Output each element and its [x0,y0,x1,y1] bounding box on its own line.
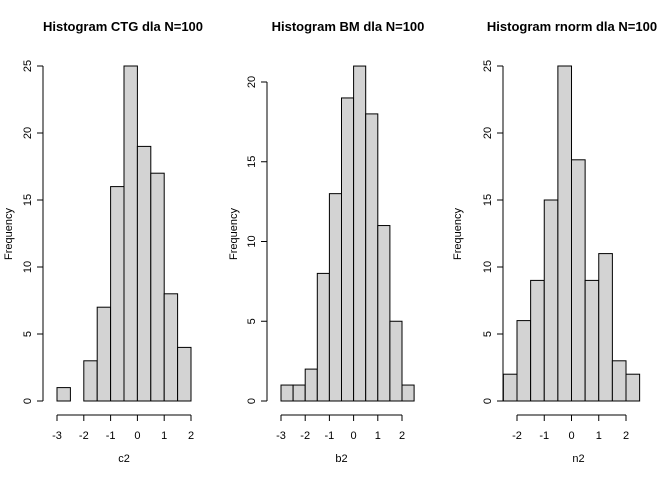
histogram-bar [341,97,355,402]
histogram-bar [598,253,613,402]
y-tick-label: 10 [22,261,34,273]
chart-panel-1: Histogram CTG dla N=1000510152025Frequen… [3,19,203,465]
y-axis-label: Frequency [3,208,15,260]
histogram-bar [83,360,98,402]
histogram-bar [557,65,573,402]
y-tick-label: 0 [482,398,494,404]
x-tick-label: -3 [276,430,286,442]
histogram-bar [150,172,165,402]
x-tick-label: 0 [351,430,357,442]
histogram-bar [377,225,391,402]
histogram-bar [163,293,179,402]
x-tick-label: -2 [300,430,310,442]
x-axis-label: c2 [118,453,130,465]
histogram-bar [304,368,318,402]
chart-title: Histogram BM dla N=100 [272,19,425,34]
y-tick-label: 15 [22,194,34,206]
histogram-bar [177,346,192,402]
y-tick-label: 5 [482,331,494,337]
histogram-bar [292,384,306,402]
x-tick-label: -2 [512,430,522,442]
y-tick-label: 25 [22,60,34,72]
x-tick-label: 0 [134,430,140,442]
x-tick-label: 2 [623,430,629,442]
y-tick-label: 0 [246,398,258,404]
histogram-bar [123,65,138,402]
y-axis-label: Frequency [452,208,464,260]
x-tick-label: 1 [375,430,381,442]
x-tick-label: 1 [596,430,602,442]
x-tick-label: 2 [188,430,194,442]
y-tick-label: 20 [482,127,494,139]
y-tick-label: 10 [246,235,258,247]
y-axis-label: Frequency [228,208,240,260]
y-tick-label: 20 [22,127,34,139]
x-tick-label: -3 [52,430,62,442]
x-tick-label: -1 [106,430,116,442]
histogram-bar [530,279,545,402]
histogram-bar [56,387,71,402]
x-axis-label: n2 [572,453,584,465]
x-axis-label: b2 [335,453,347,465]
y-tick-label: 10 [482,261,494,273]
x-tick-label: -2 [79,430,89,442]
histogram-bar [365,113,379,402]
histogram-bar [353,65,367,402]
x-tick-label: 2 [399,430,405,442]
x-tick-label: -1 [539,430,549,442]
y-tick-label: 20 [246,76,258,88]
histogram-bar [316,272,330,402]
chart-title: Histogram rnorm dla N=100 [487,19,657,34]
histogram-bar [136,145,152,402]
y-tick-label: 15 [482,194,494,206]
histogram-bar [543,199,559,402]
y-tick-label: 15 [246,156,258,168]
histogram-bar [328,193,342,402]
chart-panel-2: Histogram BM dla N=10005101520Frequency-… [228,19,424,465]
histogram-bar [401,384,415,402]
histogram-bar [571,159,586,402]
histogram-bar [611,360,627,402]
histogram-bar [516,320,532,402]
y-tick-label: 5 [246,318,258,324]
y-tick-label: 5 [22,331,34,337]
x-tick-label: 0 [568,430,574,442]
x-tick-label: 1 [161,430,167,442]
histogram-bar [389,320,403,402]
histogram-bar [502,373,518,402]
histogram-bar [96,306,112,402]
y-tick-label: 25 [482,60,494,72]
histogram-bar [625,373,641,402]
histogram-bar [280,384,294,402]
chart-title: Histogram CTG dla N=100 [43,19,203,34]
x-tick-label: -1 [325,430,335,442]
chart-panel-3: Histogram rnorm dla N=1000510152025Frequ… [452,19,657,465]
y-tick-label: 0 [22,398,34,404]
histogram-bar [110,186,125,402]
histogram-bar [584,279,600,402]
